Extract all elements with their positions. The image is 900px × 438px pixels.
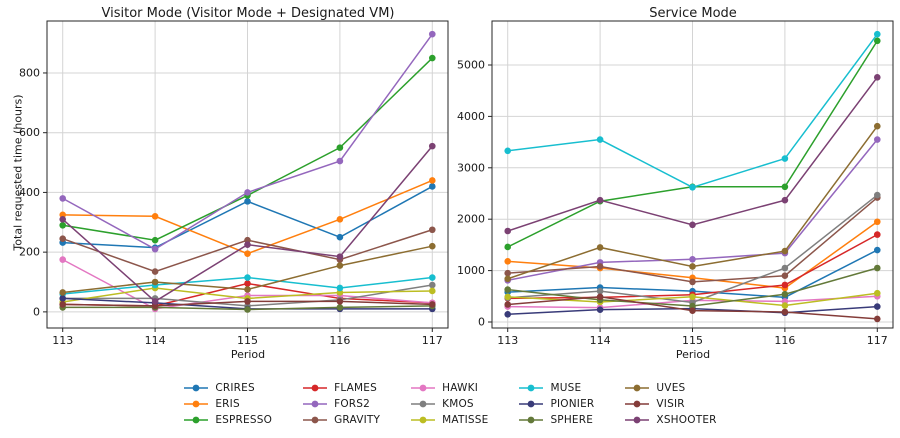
series-uves xyxy=(504,122,881,283)
legend-label: HAWKI xyxy=(442,381,478,394)
svg-text:114: 114 xyxy=(590,334,611,347)
legend-item-crires: CRIRES xyxy=(183,380,272,395)
legend-line-marker-icon xyxy=(303,384,328,391)
subplot-visitor-mode: 0 200 400 600 800 113 114 115 116 117 xyxy=(19,20,449,347)
series-kmos xyxy=(504,191,881,306)
legend-item-uves: UVES xyxy=(624,380,716,395)
svg-text:114: 114 xyxy=(145,334,166,347)
legend-column: FLAMES FORS2 GRAVITY xyxy=(302,380,380,427)
series-crires xyxy=(504,246,881,301)
series-visir xyxy=(59,298,436,310)
legend-label: SPHERE xyxy=(550,413,594,426)
series-muse xyxy=(504,30,881,191)
left-x-axis-label: Period xyxy=(230,348,266,361)
legend-line-marker-icon xyxy=(519,400,544,407)
svg-text:4000: 4000 xyxy=(457,110,485,123)
svg-text:0: 0 xyxy=(33,305,40,318)
legend-label: GRAVITY xyxy=(334,413,381,426)
svg-text:800: 800 xyxy=(19,66,40,79)
right-x-axis-label: Period xyxy=(675,348,711,361)
legend-line-marker-icon xyxy=(625,400,650,407)
svg-text:113: 113 xyxy=(52,334,73,347)
legend-item-fors2: FORS2 xyxy=(302,396,380,411)
legend-line-marker-icon xyxy=(184,384,209,391)
svg-text:2000: 2000 xyxy=(457,213,485,226)
svg-text:116: 116 xyxy=(329,334,350,347)
svg-text:200: 200 xyxy=(19,246,40,259)
series-xshooter xyxy=(59,142,436,305)
legend-column: UVES VISIR XSHOOTER xyxy=(624,380,716,427)
legend-item-hawki: HAWKI xyxy=(410,380,488,395)
legend-label: ESPRESSO xyxy=(215,413,273,426)
legend-line-marker-icon xyxy=(303,400,328,407)
plots-canvas: 0 200 400 600 800 113 114 115 116 117 0 1000 2000 300… xyxy=(19,20,894,347)
series-gravity xyxy=(59,226,436,275)
legend-column: HAWKI KMOS MATISSE xyxy=(410,380,488,427)
svg-text:113: 113 xyxy=(497,334,518,347)
series-visir xyxy=(504,293,881,323)
legend-line-marker-icon xyxy=(411,416,436,423)
legend-line-marker-icon xyxy=(625,384,650,391)
legend-item-visir: VISIR xyxy=(624,396,716,411)
legend-item-sphere: SPHERE xyxy=(518,412,594,427)
legend-line-marker-icon xyxy=(184,400,209,407)
legend-item-eris: ERIS xyxy=(183,396,272,411)
svg-text:116: 116 xyxy=(774,334,795,347)
legend-label: MUSE xyxy=(550,381,582,394)
legend-label: FORS2 xyxy=(334,397,371,410)
legend-line-marker-icon xyxy=(625,416,650,423)
legend-item-gravity: GRAVITY xyxy=(302,412,380,427)
series-fors2 xyxy=(59,30,436,253)
series-matisse xyxy=(504,289,881,309)
legend-item-muse: MUSE xyxy=(518,380,594,395)
subplot-service-mode: 0 1000 2000 3000 4000 5000 113 114 115 116 117 xyxy=(457,20,894,347)
legend-line-marker-icon xyxy=(411,400,436,407)
legend-line-marker-icon xyxy=(519,384,544,391)
legend-label: VISIR xyxy=(656,397,685,410)
svg-text:115: 115 xyxy=(682,334,703,347)
svg-text:115: 115 xyxy=(237,334,258,347)
legend-item-pionier: PIONIER xyxy=(518,396,594,411)
legend-line-marker-icon xyxy=(184,416,209,423)
svg-text:117: 117 xyxy=(867,334,888,347)
svg-text:600: 600 xyxy=(19,126,40,139)
svg-text:5000: 5000 xyxy=(457,58,485,71)
legend-item-flames: FLAMES xyxy=(302,380,380,395)
svg-text:1000: 1000 xyxy=(457,264,485,277)
legend-label: MATISSE xyxy=(442,413,489,426)
series-sphere xyxy=(504,264,881,310)
svg-text:0: 0 xyxy=(478,315,485,328)
legend-label: FLAMES xyxy=(334,381,377,394)
legend-line-marker-icon xyxy=(519,416,544,423)
legend-item-xshooter: XSHOOTER xyxy=(624,412,716,427)
svg-text:3000: 3000 xyxy=(457,161,485,174)
svg-text:400: 400 xyxy=(19,186,40,199)
legend-label: UVES xyxy=(656,381,686,394)
left-y-axis-label: Total requested time (hours) xyxy=(11,94,25,251)
legend-label: XSHOOTER xyxy=(656,413,717,426)
left-chart-title: Visitor Mode (Visitor Mode + Designated … xyxy=(101,6,395,21)
legend-item-matisse: MATISSE xyxy=(410,412,488,427)
legend-column: CRIRES ERIS ESPRESSO xyxy=(183,380,272,427)
legend-label: KMOS xyxy=(442,397,474,410)
series-xshooter xyxy=(504,74,881,235)
legend-label: CRIRES xyxy=(215,381,255,394)
legend-item-kmos: KMOS xyxy=(410,396,488,411)
svg-text:117: 117 xyxy=(422,334,443,347)
legend-line-marker-icon xyxy=(303,416,328,423)
legend-line-marker-icon xyxy=(411,384,436,391)
legend: CRIRES ERIS ESPRESSO FLAMES FORS2 GRAVITY HAWK… xyxy=(0,380,900,427)
legend-column: MUSE PIONIER SPHERE xyxy=(518,380,594,427)
legend-label: PIONIER xyxy=(550,397,595,410)
right-chart-title: Service Mode xyxy=(649,6,737,21)
legend-item-espresso: ESPRESSO xyxy=(183,412,272,427)
legend-label: ERIS xyxy=(215,397,240,410)
series-uves xyxy=(59,242,436,296)
